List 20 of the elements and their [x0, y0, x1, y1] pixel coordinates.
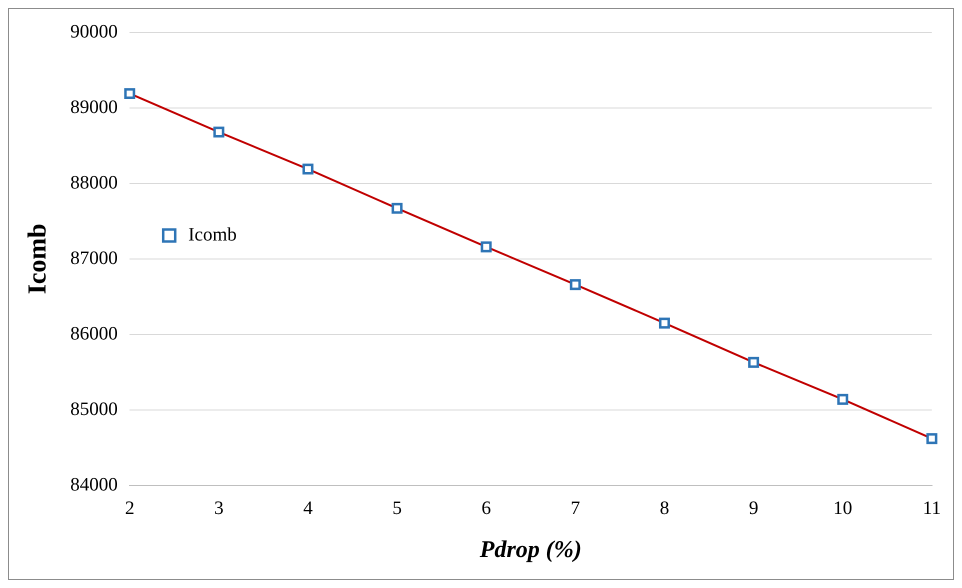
y-tick-label: 90000 [70, 21, 118, 42]
x-tick-label: 2 [124, 498, 134, 519]
y-tick-label: 84000 [70, 474, 118, 496]
y-tick-label: 88000 [70, 172, 118, 194]
y-tick-label: 89000 [70, 96, 118, 118]
x-tick-label: 3 [214, 498, 224, 519]
x-axis-title: Pdrop (%) [478, 536, 582, 563]
x-tick-label: 7 [570, 498, 580, 519]
y-tick-label: 85000 [70, 398, 118, 420]
y-tick-label: 87000 [70, 248, 118, 269]
x-tick-label: 11 [922, 498, 941, 519]
x-tick-label: 5 [392, 498, 402, 519]
x-tick-label: 9 [748, 498, 758, 519]
x-tick-label: 10 [833, 498, 852, 519]
x-tick-label: 4 [303, 498, 314, 519]
x-tick-label: 6 [481, 498, 491, 519]
x-tick-label: 8 [660, 498, 670, 519]
legend-label: Icomb [188, 224, 237, 246]
y-axis-title: Icomb [22, 224, 52, 294]
y-tick-label: 86000 [70, 323, 118, 344]
